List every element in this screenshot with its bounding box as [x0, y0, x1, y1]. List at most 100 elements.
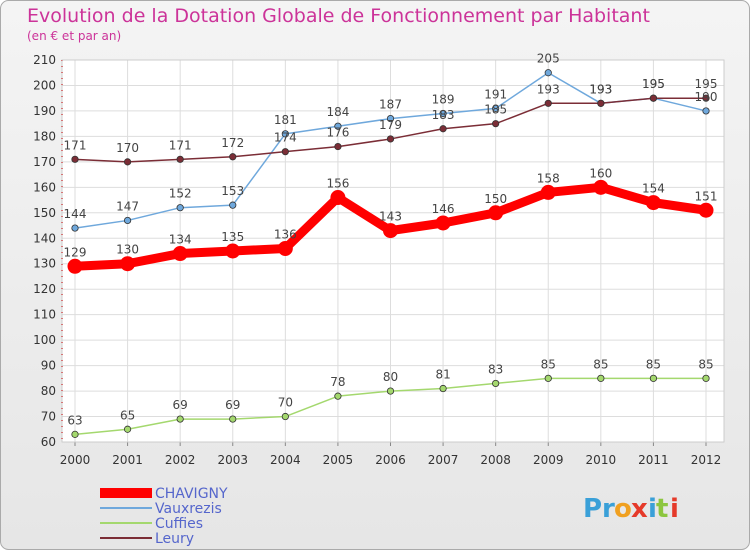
brand-logo: Pr o x i t i [583, 494, 679, 524]
y-tick-label: 190 [33, 104, 56, 118]
data-point [649, 374, 658, 382]
x-tick-label: 2012 [691, 453, 722, 467]
series-layer [67, 69, 714, 438]
data-point [176, 155, 184, 163]
data-label: 69 [173, 398, 188, 412]
data-label: 195 [642, 77, 665, 91]
data-point [488, 205, 504, 221]
y-tick-label: 100 [33, 333, 56, 347]
data-label: 136 [274, 227, 297, 241]
plot-frame [61, 59, 725, 443]
data-point [67, 258, 83, 274]
legend-label-chavigny: CHAVIGNY [155, 486, 228, 502]
data-point [229, 201, 237, 209]
data-point [649, 94, 658, 102]
data-label: 144 [64, 207, 87, 221]
data-point [229, 153, 237, 161]
y-tick-label: 110 [33, 308, 56, 322]
data-label: 154 [642, 182, 665, 196]
data-point [281, 148, 289, 156]
data-label: 69 [225, 398, 240, 412]
data-point [492, 104, 500, 112]
y-tick-label: 90 [41, 359, 56, 373]
y-tick-label: 160 [33, 180, 56, 194]
data-point [597, 99, 605, 107]
data-label: 147 [116, 199, 139, 213]
data-label: 83 [488, 362, 503, 376]
data-label: 146 [432, 202, 455, 216]
data-label: 176 [326, 126, 349, 140]
data-label: 85 [646, 357, 661, 371]
data-point [172, 246, 188, 262]
x-tick-label: 2004 [270, 453, 301, 467]
data-label: 160 [589, 166, 612, 180]
y-tick-label: 200 [33, 78, 56, 92]
data-label: 191 [484, 87, 507, 101]
data-point [383, 223, 398, 239]
data-label: 85 [541, 357, 556, 371]
data-label: 158 [537, 171, 560, 185]
data-label: 135 [221, 230, 244, 244]
label-layer: 129 130 134 135 136 156 143 146 150 158 160 154 151 1… [64, 52, 718, 428]
data-label: 129 [64, 245, 87, 259]
data-point [544, 69, 552, 77]
data-label: 184 [326, 105, 349, 119]
data-point [386, 135, 395, 143]
data-point [71, 430, 79, 438]
data-label: 150 [484, 192, 507, 206]
y-tick-label: 150 [33, 206, 56, 220]
data-point [123, 425, 132, 433]
data-point [492, 379, 500, 388]
data-label: 170 [116, 141, 139, 155]
data-point [123, 216, 132, 225]
data-point [702, 107, 710, 115]
data-point [698, 202, 714, 218]
axis-layer: 60 70 80 90 100 110 120 130 140 150 160 170 180 190 20… [33, 53, 725, 467]
y-tick-label: 120 [33, 282, 56, 296]
data-point [544, 374, 552, 382]
svg-text:Pr: Pr [583, 494, 615, 524]
data-point [71, 224, 79, 232]
data-label: 152 [169, 187, 192, 201]
chart-title: Evolution de la Dotation Globale de Fonc… [27, 5, 650, 27]
data-label: 134 [169, 233, 192, 247]
data-point [702, 94, 710, 102]
data-label: 63 [67, 413, 82, 427]
data-point [334, 122, 342, 130]
data-label: 205 [537, 52, 560, 66]
data-point [277, 240, 293, 256]
data-label: 85 [593, 357, 608, 371]
data-label: 181 [274, 113, 297, 127]
data-label: 195 [695, 77, 718, 91]
x-tick-label: 2009 [533, 453, 564, 467]
data-label: 143 [379, 210, 402, 224]
data-point [702, 374, 710, 382]
data-label: 172 [221, 136, 244, 150]
data-label: 78 [330, 375, 345, 389]
data-point [176, 204, 184, 212]
svg-text:t: t [656, 494, 668, 524]
data-label: 195 [642, 77, 665, 91]
data-point [330, 190, 346, 206]
data-point [281, 412, 289, 421]
data-label: 190 [695, 90, 718, 104]
data-point [176, 415, 184, 423]
data-label: 193 [589, 82, 612, 96]
x-tick-label: 2002 [165, 453, 196, 467]
x-tick-label: 2000 [60, 453, 91, 467]
data-label: 174 [274, 131, 297, 145]
data-label: 81 [435, 368, 450, 382]
legend-label-cuffies: Cuffies [155, 516, 203, 532]
svg-text:x: x [631, 494, 648, 524]
data-label: 171 [169, 138, 192, 152]
x-tick-label: 2011 [638, 453, 669, 467]
svg-text:o: o [614, 494, 632, 524]
data-point [492, 120, 500, 128]
data-label: 183 [432, 108, 455, 122]
data-label: 65 [120, 408, 135, 422]
data-label: 156 [326, 177, 349, 191]
data-point [439, 125, 447, 133]
legend-label-vauxrezis: Vauxrezis [155, 501, 222, 517]
